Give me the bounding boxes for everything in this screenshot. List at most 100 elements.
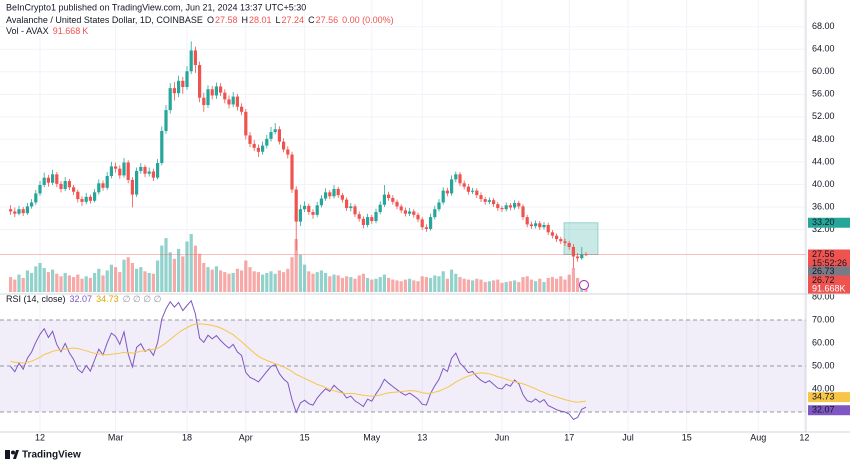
volume-bar: [122, 259, 126, 292]
candle-body: [109, 166, 113, 176]
candle-body: [374, 212, 378, 222]
volume-bar: [429, 277, 433, 292]
volume-bar: [567, 274, 571, 292]
candle-body: [340, 195, 344, 200]
volume-bar: [395, 280, 399, 292]
candle-body: [76, 191, 80, 200]
candle-body: [122, 162, 126, 176]
legend-row: RSI (14, close) 32.07 34.73 ∅ ∅ ∅ ∅: [6, 294, 162, 304]
candle-body: [38, 185, 42, 194]
volume-bar: [332, 274, 336, 292]
candle-body: [248, 135, 252, 144]
volume-bar: [294, 238, 298, 292]
rsi-tick-label: 60.00: [812, 337, 835, 347]
candle-body: [387, 194, 391, 198]
candle-body: [244, 111, 248, 136]
candle-body: [118, 168, 122, 176]
x-tick-label: Aug: [750, 432, 766, 442]
volume-label: 91.668K: [812, 284, 846, 294]
price-label-bg: [808, 275, 850, 286]
volume-bar: [30, 272, 34, 292]
volume-bar: [63, 272, 67, 292]
price-label: 26.72: [812, 275, 835, 285]
volume-bar: [235, 268, 239, 292]
x-tick-label: 18: [182, 432, 192, 442]
volume-bar: [164, 238, 168, 292]
volume-bar: [336, 275, 340, 292]
volume-bar: [437, 276, 441, 292]
rsi-badge-bg: [808, 392, 850, 403]
volume-bar: [25, 270, 29, 292]
volume-value: 91.668: [53, 26, 81, 36]
volume-bar: [471, 280, 475, 292]
y-tick-label: 40.00: [812, 179, 835, 189]
volume-bar: [496, 279, 500, 292]
candle-body: [231, 96, 235, 105]
volume-bar: [399, 281, 403, 292]
candle-body: [206, 89, 210, 106]
volume-bar: [17, 274, 21, 292]
ohlc-key: H: [241, 15, 248, 25]
x-tick-label: 13: [417, 432, 427, 442]
volume-bar: [198, 253, 202, 292]
y-tick-label: 32.00: [812, 224, 835, 234]
ohlc-key: O: [207, 15, 214, 25]
alert-icon: [579, 280, 589, 290]
volume-label-unit: K: [840, 284, 846, 294]
volume-bar: [420, 276, 424, 292]
volume-bar: [244, 260, 248, 292]
volume-bar: [563, 279, 567, 292]
candle-body: [517, 203, 521, 207]
candle-body: [357, 214, 361, 219]
candle-body: [479, 195, 483, 200]
volume-bar: [433, 275, 437, 292]
candle-body: [454, 174, 458, 180]
candle-body: [59, 183, 63, 189]
volume-bar: [450, 269, 454, 292]
candle-body: [63, 181, 67, 189]
x-tick-label: Jul: [622, 432, 634, 442]
candle-body: [168, 88, 172, 111]
candle-body: [97, 183, 101, 193]
volume-bar: [93, 272, 97, 292]
volume-bar: [143, 271, 147, 292]
volume-bar: [500, 282, 504, 292]
candle-body: [471, 190, 475, 192]
volume-bar: [319, 270, 323, 292]
volume-bar: [42, 267, 46, 292]
ohlc-key: C: [308, 15, 315, 25]
ohlc-key: L: [276, 15, 281, 25]
candle-body: [420, 219, 424, 228]
candle-body: [147, 171, 151, 174]
volume-bar: [202, 263, 206, 292]
volume-bar: [345, 276, 349, 292]
volume-bar: [219, 270, 223, 292]
candle-body: [67, 181, 71, 188]
candle-body: [525, 217, 529, 225]
volume-bar: [105, 270, 109, 292]
target-box: [563, 222, 599, 255]
candle-body: [345, 199, 349, 209]
candle-body: [546, 224, 550, 233]
volume-bar: [13, 279, 17, 292]
candle-body: [277, 129, 281, 142]
volume-bar: [353, 278, 357, 292]
candle-body: [529, 224, 533, 227]
candle-body: [496, 204, 500, 209]
ohlc-value: 28.01: [249, 15, 272, 25]
ohlc-value: 27.24: [282, 15, 305, 25]
candle-body: [366, 217, 370, 225]
volume-bar: [252, 271, 256, 292]
volume-bar: [227, 273, 231, 292]
candle-body: [391, 197, 395, 202]
candle-body: [504, 205, 508, 210]
candle-body: [475, 190, 479, 196]
volume-bar: [172, 258, 176, 292]
candle-body: [198, 65, 202, 98]
price-label: 26.73: [812, 266, 835, 276]
candle-body: [361, 218, 365, 225]
rsi-title: RSI (14, close): [6, 294, 66, 304]
candle-body: [370, 217, 374, 222]
candle-body: [576, 256, 580, 259]
